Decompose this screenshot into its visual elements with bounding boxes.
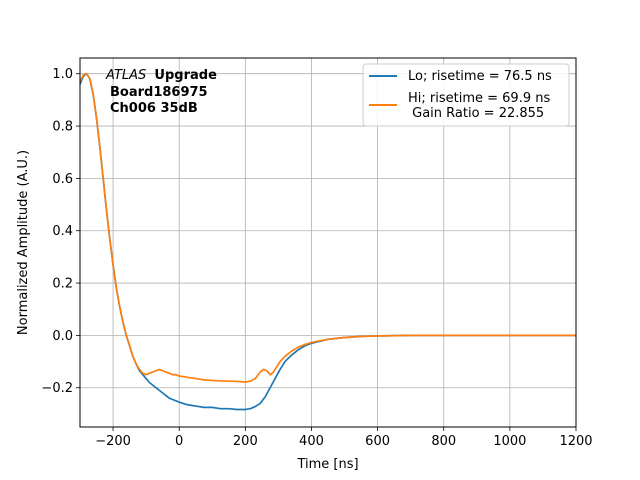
x-tick-label: 400 [299,434,324,449]
legend-label-lo: Lo; risetime = 76.5 ns [408,69,552,84]
x-tick-label: 1200 [559,434,592,449]
y-tick-label: 0.0 [52,329,73,344]
y-tick-label: −0.2 [41,381,73,396]
y-tick-label: 0.8 [52,120,73,135]
legend-text-line: Gain Ratio = 22.855 [408,106,544,121]
axes-frame [79,57,577,428]
x-tick-label: 1000 [493,434,526,449]
y-tick-label: 0.6 [52,172,73,187]
x-tick-label: 600 [365,434,390,449]
annotation-label: Upgrade [154,68,217,83]
x-tick-label: −200 [95,434,131,449]
legend-box [362,63,570,127]
series-line-1 [79,72,576,383]
x-tick-label: 800 [431,434,456,449]
annotation-line-1: ATLAS Upgrade [105,68,217,83]
x-tick-label: 200 [233,434,258,449]
annotation-channel: Ch006 35dB [110,101,198,116]
legend-text-line: Lo; risetime = 76.5 ns [408,69,552,84]
y-tick-label: 1.0 [52,67,73,82]
legend: Lo; risetime = 76.5 ns Hi; risetime = 69… [362,63,570,127]
atlas-annotation: ATLAS Upgrade Board186975 Ch006 35dB [105,68,217,116]
ticks: −200 0 200 400 600 800 1000 1200 −0.2 0.0 0.2 0.4 0.… [41,67,592,449]
series-layer [79,72,576,411]
y-tick-label: 0.4 [52,224,73,239]
y-axis-label: Normalized Amplitude (A.U.) [16,150,31,335]
annotation-board: Board186975 [110,85,208,100]
legend-text-line: Hi; risetime = 69.9 ns [408,91,550,106]
x-tick-label: 0 [175,434,183,449]
annotation-experiment: ATLAS [105,68,146,83]
y-tick-label: 0.2 [52,277,73,292]
x-axis-label: Time [ns] [296,457,358,472]
legend-label-hi: Hi; risetime = 69.9 ns Gain Ratio = 22.8… [408,91,550,121]
